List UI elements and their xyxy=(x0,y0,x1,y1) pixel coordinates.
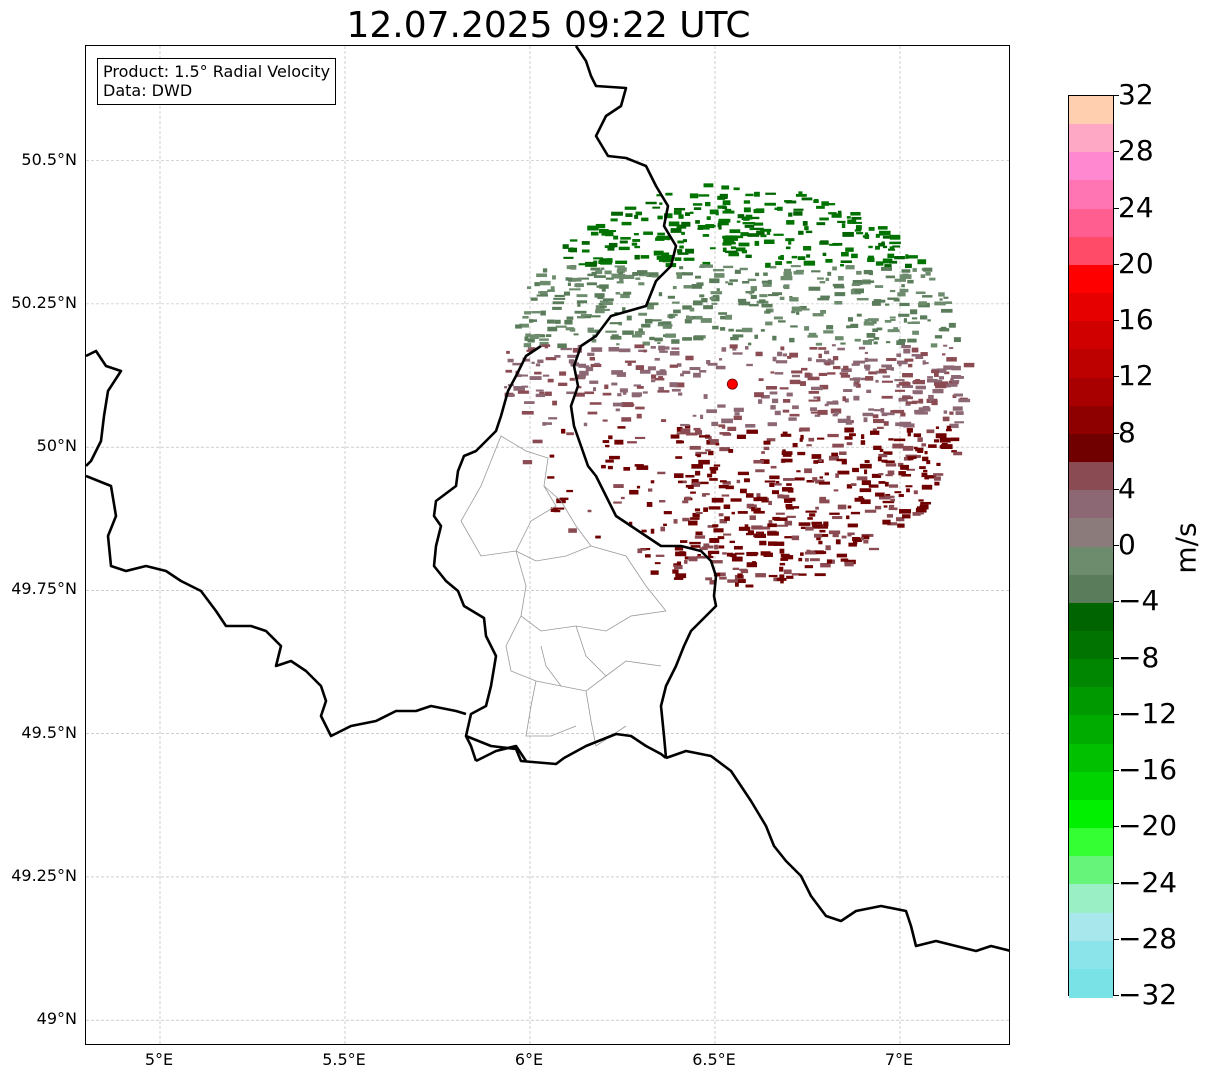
lon-tick-label-3: 6.5°E xyxy=(692,1050,736,1069)
colorbar-band xyxy=(1069,433,1113,463)
map-title: 12.07.2025 09:22 UTC xyxy=(346,5,751,46)
colorbar-tick-mark xyxy=(1113,207,1119,209)
colorbar-tick-mark xyxy=(1113,601,1119,603)
colorbar-tick-mark xyxy=(1113,826,1119,828)
colorbar-band xyxy=(1069,490,1113,519)
colorbar-band xyxy=(1069,687,1113,717)
lon-tick-label-0: 5°E xyxy=(144,1050,174,1069)
colorbar-tick-label: −28 xyxy=(1118,921,1178,955)
colorbar-tick-mark xyxy=(1113,263,1119,265)
colorbar-tick-label: −20 xyxy=(1118,809,1178,843)
colorbar-band xyxy=(1069,968,1113,998)
colorbar-tick-label: 20 xyxy=(1118,246,1154,280)
colorbar-tick-mark xyxy=(1113,432,1119,434)
colorbar-tick-label: 24 xyxy=(1118,190,1154,224)
lat-tick-label-2: 50°N xyxy=(36,436,77,456)
colorbar-band xyxy=(1069,659,1113,688)
colorbar-label: m/s xyxy=(1169,522,1203,574)
data-source-label: Data: DWD xyxy=(103,81,193,100)
colorbar-tick-mark xyxy=(1113,995,1119,996)
gridlines xyxy=(86,46,1009,1044)
colorbar-band xyxy=(1069,208,1113,238)
colorbar-tick-mark xyxy=(1113,882,1119,884)
colorbar-band xyxy=(1069,236,1113,266)
colorbar-tick-label: 28 xyxy=(1118,134,1154,168)
colorbar-tick-label: −8 xyxy=(1118,640,1160,674)
luxembourg-canton-borders xyxy=(460,435,667,747)
colorbar-band xyxy=(1069,462,1113,491)
colorbar-band xyxy=(1069,799,1113,829)
colorbar-band xyxy=(1069,574,1113,604)
colorbar-tick-mark xyxy=(1113,95,1119,96)
lat-tick-label-3: 49.75°N xyxy=(11,579,77,599)
colorbar-tick-label: −4 xyxy=(1118,584,1160,618)
velocity-colorbar xyxy=(1068,95,1114,998)
colorbar-tick-label: 4 xyxy=(1118,471,1136,505)
colorbar-tick-label: 16 xyxy=(1118,303,1154,336)
colorbar-band xyxy=(1069,743,1113,773)
colorbar-band xyxy=(1069,377,1113,407)
colorbar-band xyxy=(1069,293,1113,322)
map-panel[interactable] xyxy=(85,45,1010,1045)
colorbar-tick-mark xyxy=(1113,770,1119,771)
colorbar-band xyxy=(1069,771,1113,801)
colorbar-band xyxy=(1069,264,1113,294)
colorbar-tick-mark xyxy=(1113,938,1119,940)
colorbar-band xyxy=(1069,124,1113,153)
colorbar-band xyxy=(1069,940,1113,970)
colorbar-tick-label: −12 xyxy=(1118,696,1178,730)
colorbar-tick-mark xyxy=(1113,657,1119,659)
colorbar-band xyxy=(1069,912,1113,942)
radar-site-marker[interactable] xyxy=(726,378,738,390)
country-borders xyxy=(86,46,1009,953)
colorbar-tick-mark xyxy=(1113,545,1119,546)
colorbar-tick-label: 8 xyxy=(1118,415,1136,449)
colorbar-tick-mark xyxy=(1113,713,1119,715)
colorbar-tick-label: 0 xyxy=(1118,528,1136,561)
product-info-box: Product: 1.5° Radial Velocity Data: DWD xyxy=(97,58,337,105)
map-canvas[interactable] xyxy=(86,46,1010,1045)
colorbar-band xyxy=(1069,349,1113,379)
colorbar-tick-mark xyxy=(1113,151,1119,153)
colorbar-band xyxy=(1069,405,1113,435)
colorbar-band xyxy=(1069,630,1113,660)
lat-tick-label-0: 50.5°N xyxy=(21,149,77,169)
colorbar-band xyxy=(1069,96,1113,125)
colorbar-tick-label: 32 xyxy=(1118,78,1154,111)
colorbar-tick-label: −32 xyxy=(1118,978,1178,1011)
lon-tick-label-4: 7°E xyxy=(884,1050,914,1069)
lat-tick-label-5: 49.25°N xyxy=(11,865,77,885)
product-label: Product: 1.5° Radial Velocity xyxy=(103,62,331,81)
colorbar-tick-label: −16 xyxy=(1118,753,1178,786)
colorbar-tick-label: 12 xyxy=(1118,359,1154,393)
radar-velocity-echoes xyxy=(504,183,975,588)
lat-tick-label-6: 49°N xyxy=(36,1009,77,1029)
colorbar-band xyxy=(1069,546,1113,576)
colorbar-band xyxy=(1069,856,1113,885)
colorbar-band xyxy=(1069,518,1113,548)
colorbar-band xyxy=(1069,602,1113,632)
colorbar-tick-mark xyxy=(1113,488,1119,490)
colorbar-band xyxy=(1069,828,1113,857)
colorbar-band xyxy=(1069,152,1113,182)
lon-tick-label-1: 5.5°E xyxy=(322,1050,366,1069)
colorbar-band xyxy=(1069,715,1113,745)
colorbar-band xyxy=(1069,321,1113,350)
lon-tick-label-2: 6°E xyxy=(514,1050,544,1069)
colorbar-band xyxy=(1069,180,1113,210)
colorbar-tick-mark xyxy=(1113,320,1119,321)
lat-tick-label-4: 49.5°N xyxy=(21,722,77,742)
colorbar-band xyxy=(1069,884,1113,914)
colorbar-tick-mark xyxy=(1113,376,1119,378)
colorbar-tick-label: −24 xyxy=(1118,865,1178,899)
lat-tick-label-1: 50.25°N xyxy=(11,292,77,312)
